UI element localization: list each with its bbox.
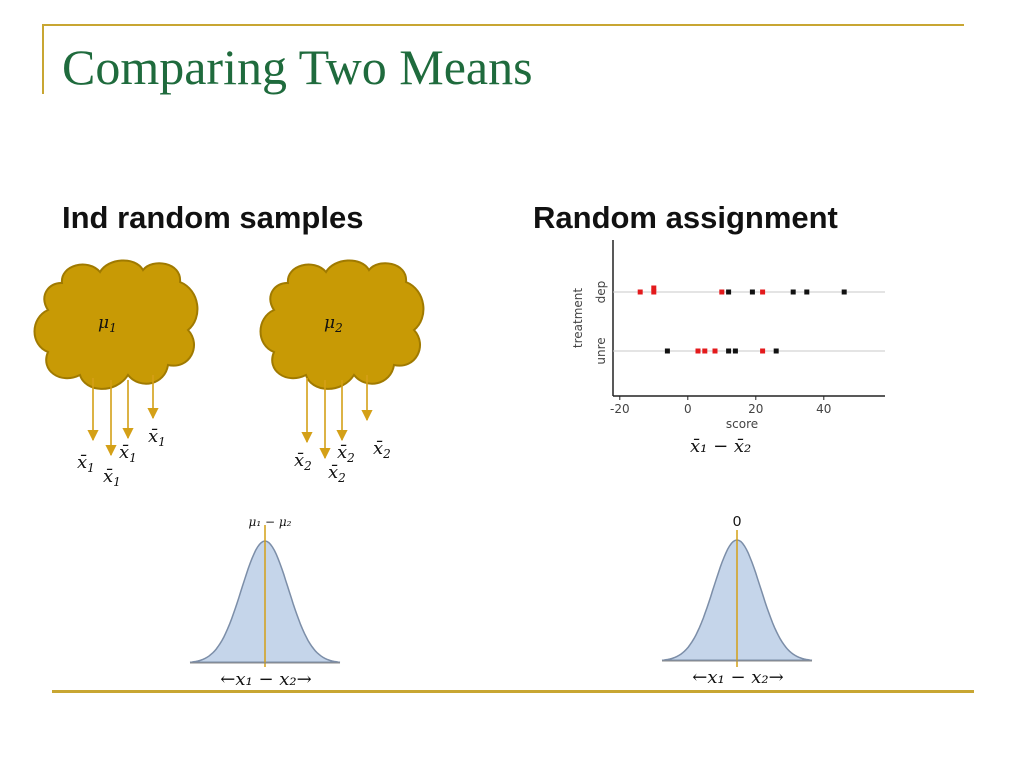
bottom-rule: [52, 690, 974, 693]
sample-mean-label: x̄2: [373, 438, 391, 461]
left-rule: [42, 24, 44, 94]
data-point: [841, 289, 847, 295]
x-tick-label: 0: [684, 402, 692, 416]
x-axis-title: score: [726, 417, 758, 431]
sampling-distribution-left: μ₁ − μ₂ ←x₁ − x₂→: [189, 515, 341, 690]
population-mean-1: μ1: [98, 313, 117, 335]
sample-mean-label: x̄2: [294, 450, 312, 473]
data-point: [651, 289, 657, 295]
x-tick-label: -20: [610, 402, 630, 416]
x-ticks: -20 0 20 40: [610, 396, 831, 416]
sample-mean-label: x̄1: [103, 466, 121, 489]
data-point: [773, 348, 779, 354]
center-label-left: μ₁ − μ₂: [249, 515, 292, 529]
y-tick-unre: unre: [594, 337, 608, 364]
data-point: [732, 348, 738, 354]
sample-mean-label: x̄2: [328, 462, 346, 485]
sampling-distribution-right: 0 ←x₁ − x₂→: [661, 513, 813, 688]
data-point: [664, 348, 670, 354]
x-tick-label: 20: [748, 402, 763, 416]
left-heading: Ind random samples: [62, 200, 364, 235]
data-point: [712, 348, 718, 354]
population-cloud-2: [259, 259, 425, 390]
sample-arrows-2: [301, 375, 373, 460]
data-point: [760, 289, 766, 295]
top-rule: [42, 24, 964, 26]
x-tick-label: 40: [816, 402, 831, 416]
dot-marks: [637, 285, 847, 354]
sample-mean-label: x̄1: [148, 426, 166, 449]
data-point: [637, 289, 643, 295]
right-heading: Random assignment: [533, 200, 838, 235]
center-label-right: 0: [733, 513, 741, 530]
sample-mean-label: x̄1: [119, 442, 137, 465]
axis-label-right: ←x₁ − x₂→: [692, 667, 783, 688]
dot-plot: treatment dep unre -20 0 20 40 score: [571, 240, 885, 431]
data-point: [790, 289, 796, 295]
data-point: [804, 289, 810, 295]
sample-arrows-1: [87, 375, 159, 457]
data-point: [726, 289, 732, 295]
y-tick-dep: dep: [594, 281, 608, 304]
data-point: [702, 348, 708, 354]
data-point: [749, 289, 755, 295]
y-axis-title: treatment: [571, 288, 585, 348]
axis-label-left: ←x₁ − x₂→: [220, 669, 311, 690]
population-cloud-1: [33, 259, 199, 390]
sample-mean-label: x̄1: [77, 452, 95, 475]
data-point: [719, 289, 725, 295]
data-point: [651, 285, 657, 291]
slide-title: Comparing Two Means: [62, 39, 533, 95]
sample-mean-label: x̄2: [337, 442, 355, 465]
population-mean-2: μ2: [324, 313, 343, 335]
data-point: [726, 348, 732, 354]
data-point: [695, 348, 701, 354]
data-point: [760, 348, 766, 354]
difference-label: x̄₁ − x̄₂: [690, 436, 751, 457]
